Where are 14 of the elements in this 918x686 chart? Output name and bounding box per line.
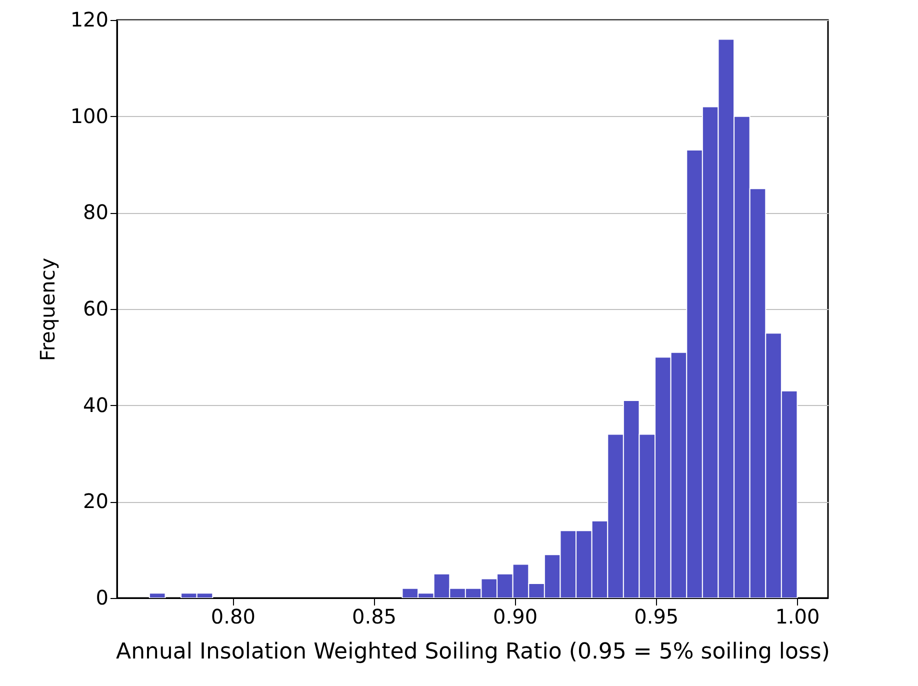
- x-tick-label: 1.00: [775, 604, 820, 628]
- y-tick-label: 100: [70, 104, 108, 128]
- y-tick-label: 120: [70, 8, 108, 32]
- y-tick-label: 60: [83, 296, 108, 320]
- y-tick-label: 80: [83, 200, 108, 224]
- y-tick-label: 40: [83, 392, 108, 417]
- x-tick-label: 0.80: [210, 604, 256, 628]
- x-tick-label: 0.85: [352, 604, 397, 628]
- y-tick-label: 0: [96, 586, 108, 610]
- x-tick-label: 0.90: [493, 604, 538, 628]
- y-tick-label: 20: [83, 489, 108, 514]
- x-axis-title: Annual Insolation Weighted Soiling Ratio (0.95 = 5% soiling loss): [116, 640, 830, 664]
- y-axis-title: Frequency: [35, 258, 60, 362]
- x-tick-label: 0.95: [634, 604, 679, 628]
